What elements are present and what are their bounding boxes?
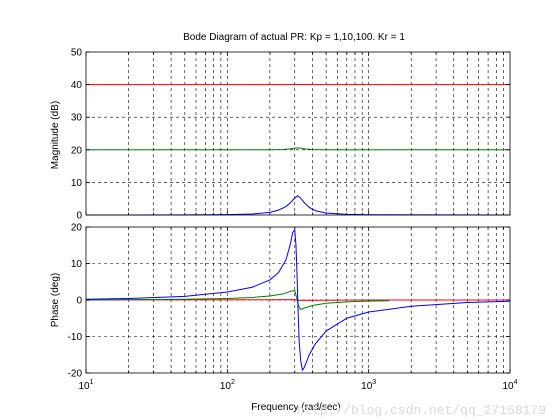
y-tick-label: 30: [71, 113, 83, 124]
x-axis-label: Frequency (rad/sec): [251, 402, 340, 413]
y-tick-label: 10: [71, 178, 83, 189]
y-tick-label: -10: [68, 332, 83, 343]
magnitude-axes-box: [85, 51, 511, 216]
y-tick-label: 0: [76, 296, 82, 307]
phase-axis-label: Phase (deg): [50, 273, 61, 327]
phase-series-line: [85, 289, 390, 311]
chart-title: Bode Diagram of actual PR: Kp = 1,10,100…: [183, 32, 405, 43]
magnitude-series-line: [86, 147, 510, 151]
x-tick-label: 102: [220, 379, 235, 392]
y-tick-label: 20: [71, 223, 83, 234]
y-tick-label: 10: [71, 259, 83, 270]
y-tick-label: 50: [71, 48, 83, 59]
y-tick-label: 0: [76, 211, 82, 222]
magnitude-axis-label: Magnitude (dB): [50, 101, 61, 169]
x-tick-label: 103: [361, 379, 376, 392]
phase-panel: -20 -10 0 10 20 101 102 103 104: [68, 223, 518, 393]
y-tick-label: 20: [71, 145, 83, 156]
y-tick-label: -20: [68, 369, 83, 380]
watermark: http://blog.csdn.net/qq_27158179: [296, 403, 546, 418]
magnitude-panel: 0 10 20 30 40 50: [71, 48, 511, 222]
magnitude-series-line: [85, 195, 511, 216]
phase-series-line: [85, 228, 511, 372]
x-tick-label: 101: [78, 379, 93, 392]
y-tick-label: 40: [71, 80, 83, 91]
x-tick-label: 104: [502, 379, 517, 392]
